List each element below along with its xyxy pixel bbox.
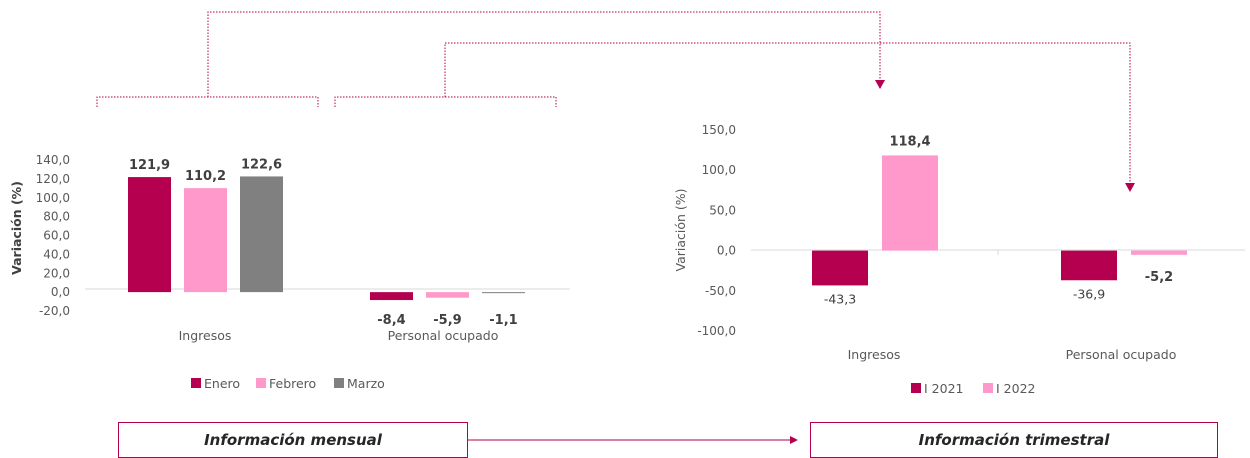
monthly-chart: Variación (%) 140,0 120,0 100,0 80,0 60,0 40,… (9, 153, 570, 391)
data-label: 121,9 (129, 158, 170, 173)
y-tick-label: -100,0 (697, 324, 736, 338)
data-label: -8,4 (377, 313, 405, 328)
legend-label: I 2021 (924, 381, 963, 396)
y-tick-label: 0,0 (51, 285, 70, 299)
category-label: Personal ocupado (1066, 347, 1177, 362)
connector-lines (96, 11, 1131, 183)
legend-swatch (191, 378, 201, 388)
quarterly-info-label: Información trimestral (918, 431, 1110, 449)
legend-swatch (256, 378, 266, 388)
data-label: -5,9 (433, 313, 461, 328)
y-tick-label: 100,0 (702, 163, 736, 177)
connector-arrowheads (875, 80, 1135, 192)
y-tick-label: 120,0 (36, 172, 70, 186)
legend-label: Marzo (347, 376, 385, 391)
y-tick-label: -50,0 (705, 284, 736, 298)
bar (128, 177, 171, 293)
legend-swatch (334, 378, 344, 388)
y-tick-label: 150,0 (702, 123, 736, 137)
data-label: 122,6 (241, 157, 282, 172)
bar (426, 292, 469, 298)
category-label: Ingresos (848, 347, 901, 362)
category-label: Ingresos (179, 328, 232, 343)
monthly-info-box: Información mensual (118, 422, 468, 458)
bar (1131, 250, 1187, 255)
y-tick-label: 140,0 (36, 153, 70, 167)
data-label: -1,1 (489, 313, 517, 328)
bar (882, 155, 938, 251)
y-tick-label: 20,0 (43, 266, 70, 280)
legend-swatch (911, 383, 921, 393)
monthly-info-label: Información mensual (204, 431, 382, 449)
category-label: Personal ocupado (388, 328, 499, 343)
bar (1061, 250, 1117, 281)
y-axis-label: Variación (%) (9, 181, 24, 275)
y-axis-label: Variación (%) (673, 188, 688, 271)
data-label: 118,4 (889, 134, 930, 149)
y-tick-label: 60,0 (43, 229, 70, 243)
bar (482, 292, 525, 294)
quarterly-info-box: Información trimestral (810, 422, 1218, 458)
bar (370, 292, 413, 301)
legend: Enero Febrero Marzo (191, 376, 385, 391)
y-tick-label: 0,0 (717, 244, 736, 258)
y-tick-label: 40,0 (43, 247, 70, 261)
y-tick-label: -20,0 (39, 304, 70, 318)
data-label: 110,2 (185, 169, 226, 184)
bar (812, 250, 868, 286)
legend-label: Febrero (269, 376, 316, 391)
bottom-arrow (468, 436, 798, 444)
y-tick-label: 100,0 (36, 191, 70, 205)
data-label: -5,2 (1145, 270, 1173, 285)
bar (184, 188, 227, 293)
data-label: -43,3 (824, 291, 856, 306)
data-label: -36,9 (1073, 286, 1105, 301)
y-tick-label: 50,0 (709, 203, 736, 217)
legend-label: Enero (204, 376, 240, 391)
legend-label: I 2022 (996, 381, 1035, 396)
legend-swatch (983, 383, 993, 393)
legend: I 2021 I 2022 (911, 381, 1035, 396)
y-tick-label: 80,0 (43, 210, 70, 224)
bar (240, 176, 283, 293)
quarterly-chart: Variación (%) 150,0 100,0 50,0 0,0 -50,0 -100… (673, 123, 1245, 396)
